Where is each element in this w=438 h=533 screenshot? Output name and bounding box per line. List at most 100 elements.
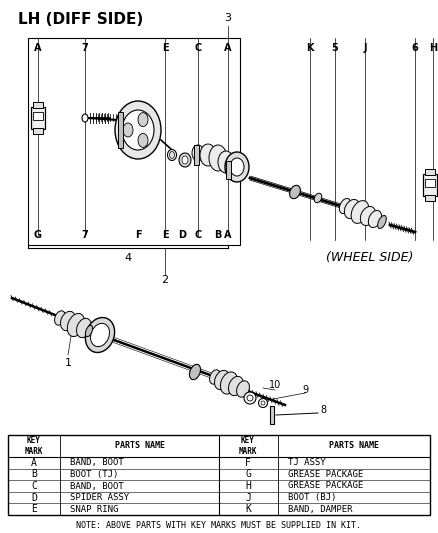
Ellipse shape — [351, 200, 369, 223]
Text: F: F — [245, 458, 251, 468]
Bar — [31, 107, 45, 129]
Text: SNAP RING: SNAP RING — [70, 505, 118, 514]
Text: C: C — [194, 230, 201, 240]
Ellipse shape — [209, 370, 220, 384]
Bar — [270, 406, 274, 424]
Bar — [194, 145, 198, 165]
Ellipse shape — [55, 311, 65, 325]
Bar — [33, 128, 43, 134]
Text: 5: 5 — [332, 43, 339, 53]
Text: H: H — [245, 481, 251, 491]
Bar — [117, 112, 123, 148]
Text: A: A — [224, 230, 232, 240]
Ellipse shape — [244, 392, 256, 404]
Text: G: G — [34, 230, 42, 240]
Ellipse shape — [230, 158, 244, 176]
Text: 9: 9 — [302, 385, 308, 395]
Text: B: B — [214, 230, 222, 240]
Text: TJ ASSY: TJ ASSY — [288, 458, 325, 467]
Text: NOTE: ABOVE PARTS WITH KEY MARKS MUST BE SUPPLIED IN KIT.: NOTE: ABOVE PARTS WITH KEY MARKS MUST BE… — [77, 521, 361, 530]
Ellipse shape — [192, 145, 204, 161]
Ellipse shape — [138, 112, 148, 127]
Ellipse shape — [85, 325, 92, 337]
Bar — [28, 38, 240, 245]
Ellipse shape — [122, 110, 154, 150]
Ellipse shape — [190, 365, 201, 379]
Ellipse shape — [237, 381, 249, 397]
Ellipse shape — [314, 193, 322, 203]
Text: K: K — [306, 43, 314, 53]
Ellipse shape — [290, 185, 300, 199]
Text: F: F — [135, 230, 141, 240]
Ellipse shape — [85, 318, 115, 352]
Text: 4: 4 — [124, 253, 131, 263]
Ellipse shape — [344, 199, 360, 219]
Ellipse shape — [167, 149, 177, 160]
Text: E: E — [31, 504, 37, 514]
Ellipse shape — [218, 151, 234, 173]
Text: C: C — [194, 43, 201, 53]
Text: (WHEEL SIDE): (WHEEL SIDE) — [326, 252, 413, 264]
Text: SPIDER ASSY: SPIDER ASSY — [70, 493, 129, 502]
Text: PARTS NAME: PARTS NAME — [115, 441, 165, 450]
Text: A: A — [34, 43, 42, 53]
Text: H: H — [429, 43, 437, 53]
Text: J: J — [363, 43, 367, 53]
Ellipse shape — [115, 101, 161, 159]
Ellipse shape — [378, 215, 386, 229]
Ellipse shape — [123, 123, 133, 137]
Text: B: B — [31, 470, 37, 479]
Text: 7: 7 — [81, 43, 88, 53]
Text: 1: 1 — [64, 358, 71, 368]
Text: BAND, BOOT: BAND, BOOT — [70, 481, 124, 490]
Bar — [33, 112, 43, 120]
Bar — [226, 161, 230, 179]
Text: A: A — [224, 43, 232, 53]
Text: BAND, BOOT: BAND, BOOT — [70, 458, 124, 467]
Ellipse shape — [247, 395, 253, 401]
Text: 2: 2 — [162, 275, 169, 285]
Text: J: J — [245, 492, 251, 503]
Text: KEY
MARK: KEY MARK — [25, 437, 43, 456]
Text: 6: 6 — [412, 43, 418, 53]
Text: KEY
MARK: KEY MARK — [239, 437, 257, 456]
Bar — [33, 102, 43, 108]
Ellipse shape — [229, 376, 244, 395]
Text: LH (DIFF SIDE): LH (DIFF SIDE) — [18, 12, 143, 27]
Text: BOOT (BJ): BOOT (BJ) — [288, 493, 336, 502]
Bar — [423, 174, 437, 196]
Text: E: E — [162, 230, 168, 240]
Text: G: G — [245, 470, 251, 479]
Ellipse shape — [209, 145, 227, 171]
Text: GREASE PACKAGE: GREASE PACKAGE — [288, 481, 363, 490]
Text: GREASE PACKAGE: GREASE PACKAGE — [288, 470, 363, 479]
Ellipse shape — [82, 114, 88, 122]
Text: PARTS NAME: PARTS NAME — [329, 441, 379, 450]
Text: E: E — [162, 43, 168, 53]
Ellipse shape — [339, 198, 351, 214]
Ellipse shape — [182, 156, 188, 164]
Text: 3: 3 — [225, 13, 232, 23]
Text: K: K — [245, 504, 251, 514]
Bar — [425, 169, 435, 175]
Ellipse shape — [200, 144, 216, 166]
Ellipse shape — [60, 311, 75, 330]
Ellipse shape — [138, 133, 148, 148]
Ellipse shape — [170, 151, 174, 158]
Ellipse shape — [360, 206, 376, 225]
Bar — [425, 195, 435, 201]
Ellipse shape — [67, 313, 85, 336]
Text: BOOT (TJ): BOOT (TJ) — [70, 470, 118, 479]
Ellipse shape — [225, 152, 249, 182]
Text: A: A — [31, 458, 37, 468]
Ellipse shape — [261, 401, 265, 405]
Ellipse shape — [258, 399, 268, 408]
Bar — [8, 435, 430, 515]
Ellipse shape — [77, 318, 92, 337]
Ellipse shape — [91, 324, 110, 346]
Text: D: D — [31, 492, 37, 503]
Text: 8: 8 — [320, 405, 326, 415]
Text: 7: 7 — [81, 230, 88, 240]
Text: 10: 10 — [269, 380, 281, 390]
Ellipse shape — [215, 370, 230, 390]
